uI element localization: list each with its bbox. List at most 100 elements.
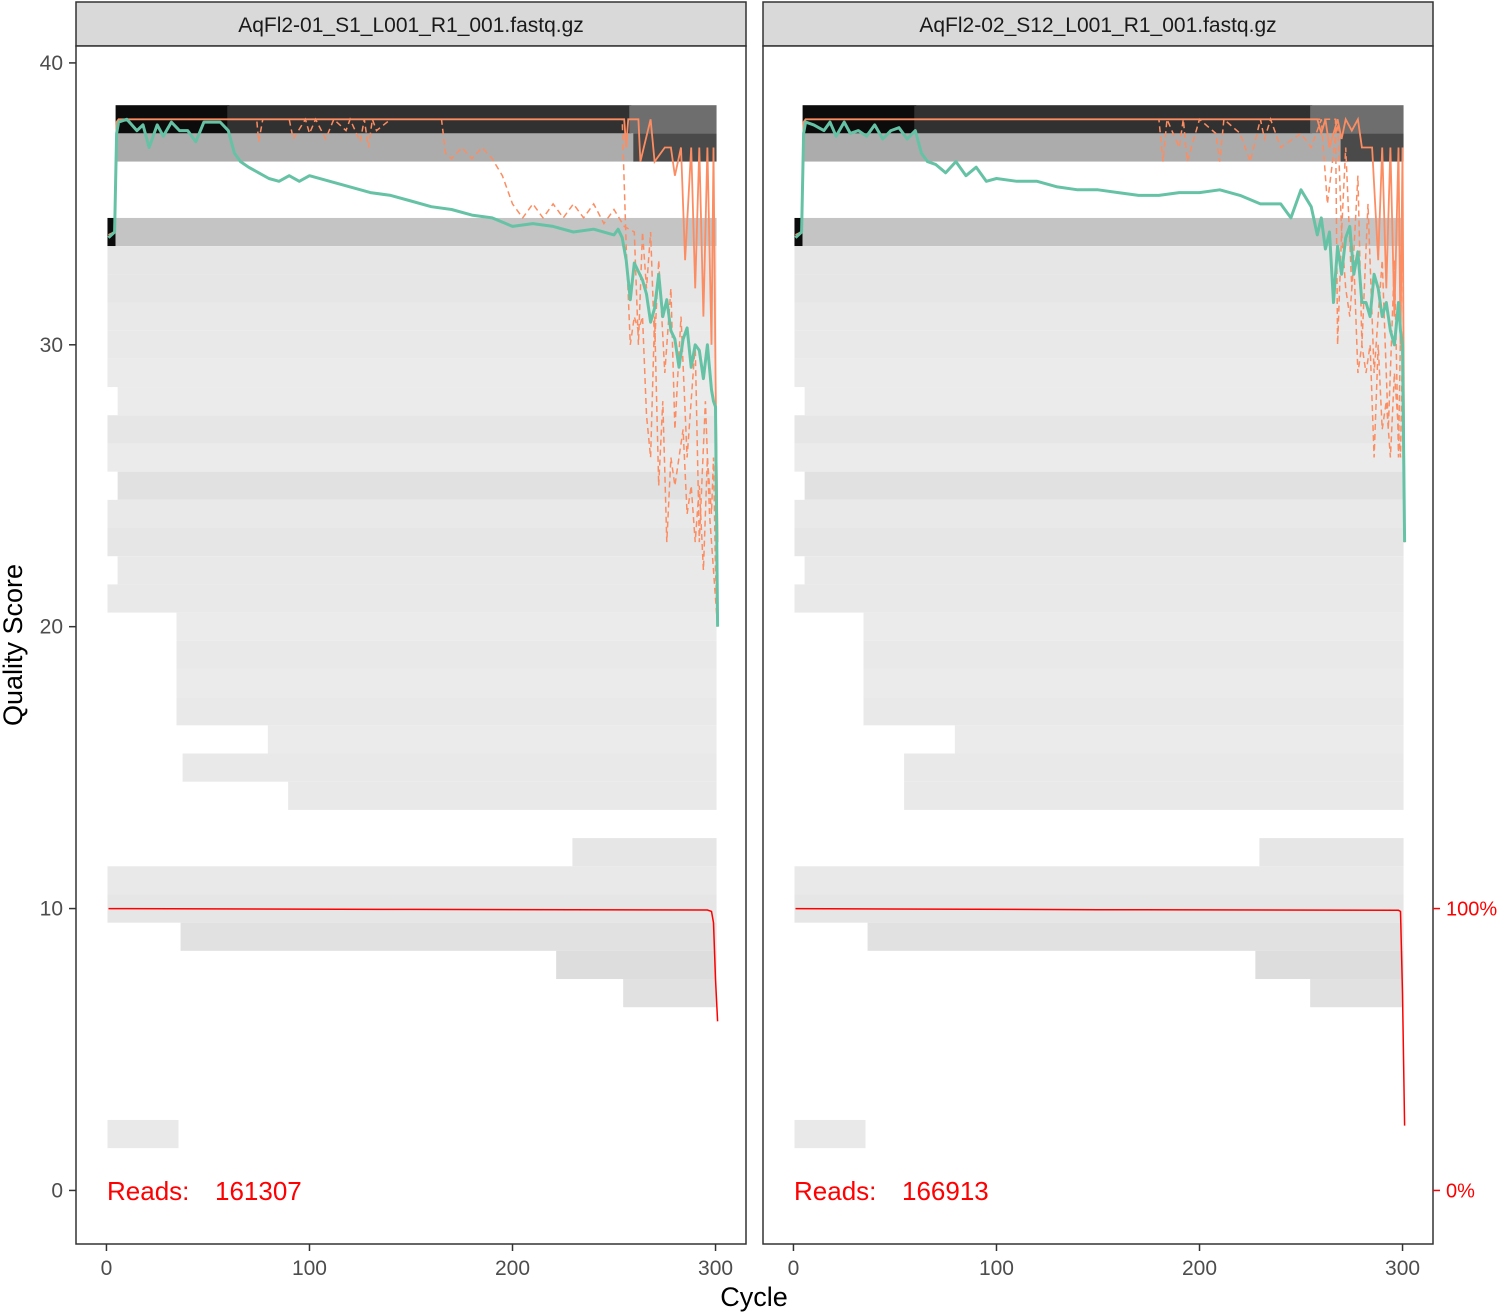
heatmap-cell-2 — [629, 105, 717, 134]
heatmap-cell-13 — [107, 415, 717, 444]
heatmap-cell-20 — [176, 612, 717, 641]
heatmap-cell-15 — [117, 471, 717, 500]
panel-1-reads-label: Reads: — [107, 1176, 189, 1206]
x-tick-label-100: 100 — [292, 1257, 327, 1280]
heatmap-cell-22 — [176, 668, 717, 698]
heatmap-cell-9 — [794, 302, 1404, 331]
x-tick-label-300: 300 — [1385, 1257, 1420, 1280]
y-tick-label-10: 10 — [40, 898, 63, 921]
heatmap-cell-27 — [1259, 838, 1404, 867]
panel-1-title: AqFl2-01_S1_L001_R1_001.fastq.gz — [238, 14, 584, 37]
heatmap-cell-32 — [1310, 979, 1404, 1008]
heatmap-cell-20 — [863, 612, 1404, 641]
heatmap-cell-12 — [804, 387, 1404, 416]
heatmap-cell-14 — [107, 443, 717, 472]
heatmap-cell-28 — [107, 866, 717, 895]
heatmap-cell-31 — [1255, 950, 1404, 980]
quartile-75-line — [795, 116, 1406, 543]
heatmap-cell-33 — [107, 1119, 179, 1149]
heatmap-cell-25 — [904, 753, 1404, 782]
y-tick-label-30: 30 — [40, 334, 63, 357]
heatmap-cell-26 — [288, 781, 717, 810]
heatmap-cell-12 — [117, 387, 717, 416]
heatmap-cell-18 — [804, 556, 1404, 585]
x-tick-label-100: 100 — [979, 1257, 1014, 1280]
heatmap-cell-11 — [107, 358, 717, 388]
panel-1-x-axis: 0 100 200 300 — [101, 1244, 733, 1280]
panel-2-title: AqFl2-02_S12_L001_R1_001.fastq.gz — [919, 14, 1276, 37]
heatmap-cell-7 — [107, 246, 717, 275]
read-fraction-line — [795, 907, 1406, 1126]
panel-2-x-axis: 0 100 200 300 — [788, 1244, 1420, 1280]
quartile-25-line — [107, 118, 719, 627]
panel-1: AqFl2-01_S1_L001_R1_001.fastq.gz Reads: … — [75, 1, 747, 1280]
heatmap-cell-10 — [794, 330, 1404, 359]
heatmap-cell-32 — [623, 979, 717, 1008]
heatmap-cell-30 — [180, 922, 717, 951]
heatmap-cell-9 — [107, 302, 717, 331]
panel-1-strip — [75, 1, 747, 47]
heatmap-cell-8 — [107, 274, 717, 303]
heatmap-cell-2 — [1310, 105, 1404, 134]
heatmap-cell-24 — [954, 725, 1404, 754]
heatmap-cell-22 — [863, 668, 1404, 698]
x-axis-title: Cycle — [720, 1282, 788, 1312]
heatmap-cell-11 — [794, 358, 1404, 388]
median-line — [795, 116, 1406, 543]
panel-2-heatmap — [794, 105, 1404, 1149]
x-tick-label-0: 0 — [101, 1257, 113, 1280]
secondary-y-axis: 0% 100% — [1433, 899, 1497, 1202]
heatmap-cell-17 — [794, 528, 1404, 557]
heatmap-cell-3 — [115, 133, 636, 162]
panel-1-lines — [107, 117, 720, 1022]
panel-2-strip — [762, 1, 1434, 47]
heatmap-cell-30 — [867, 922, 1404, 951]
x-tick-label-200: 200 — [495, 1257, 530, 1280]
x-tick-label-300: 300 — [698, 1257, 733, 1280]
secondary-y-tick-label-0: 0% — [1446, 1180, 1475, 1202]
panel-1-reads-count: 161307 — [215, 1176, 302, 1206]
heatmap-cell-17 — [107, 528, 717, 557]
heatmap-cell-3 — [802, 133, 1343, 162]
heatmap-cell-23 — [176, 697, 717, 726]
heatmap-cell-5 — [107, 217, 116, 247]
heatmap-cell-24 — [267, 725, 717, 754]
heatmap-cell-28 — [794, 866, 1404, 895]
panel-2-reads-label: Reads: — [794, 1176, 876, 1206]
panel-2-lines — [794, 116, 1407, 1126]
heatmap-cell-13 — [794, 415, 1404, 444]
heatmap-cell-7 — [794, 246, 1404, 275]
median-line — [108, 118, 719, 543]
panel-1-heatmap — [107, 105, 717, 1149]
heatmap-cell-19 — [794, 584, 1404, 613]
heatmap-cell-21 — [863, 640, 1404, 669]
heatmap-cell-16 — [794, 499, 1404, 529]
panel-2-reads-count: 166913 — [902, 1176, 989, 1206]
heatmap-cell-16 — [107, 499, 717, 529]
y-tick-label-40: 40 — [40, 52, 63, 75]
heatmap-cell-14 — [794, 443, 1404, 472]
y-tick-label-0: 0 — [51, 1179, 63, 1202]
read-fraction-line — [108, 907, 719, 1022]
mean-quality-line — [794, 120, 1407, 543]
heatmap-cell-26 — [904, 781, 1404, 810]
heatmap-cell-21 — [176, 640, 717, 669]
heatmap-cell-31 — [556, 950, 717, 980]
heatmap-cell-19 — [107, 584, 717, 613]
heatmap-cell-8 — [794, 274, 1404, 303]
secondary-y-tick-label-1: 100% — [1446, 899, 1497, 921]
y-axis: 0 10 20 30 40 — [40, 52, 76, 1202]
y-tick-label-20: 20 — [40, 616, 63, 639]
mean-quality-line — [107, 117, 720, 627]
heatmap-cell-33 — [794, 1119, 866, 1149]
heatmap-cell-23 — [863, 697, 1404, 726]
x-tick-label-200: 200 — [1182, 1257, 1217, 1280]
quartile-75-line — [108, 117, 719, 627]
heatmap-cell-6 — [115, 217, 717, 247]
heatmap-cell-4 — [633, 133, 717, 162]
panel-2: AqFl2-02_S12_L001_R1_001.fastq.gz Reads:… — [762, 1, 1434, 1280]
y-axis-title: Quality Score — [0, 564, 28, 726]
heatmap-cell-5 — [794, 217, 803, 247]
heatmap-cell-18 — [117, 556, 717, 585]
